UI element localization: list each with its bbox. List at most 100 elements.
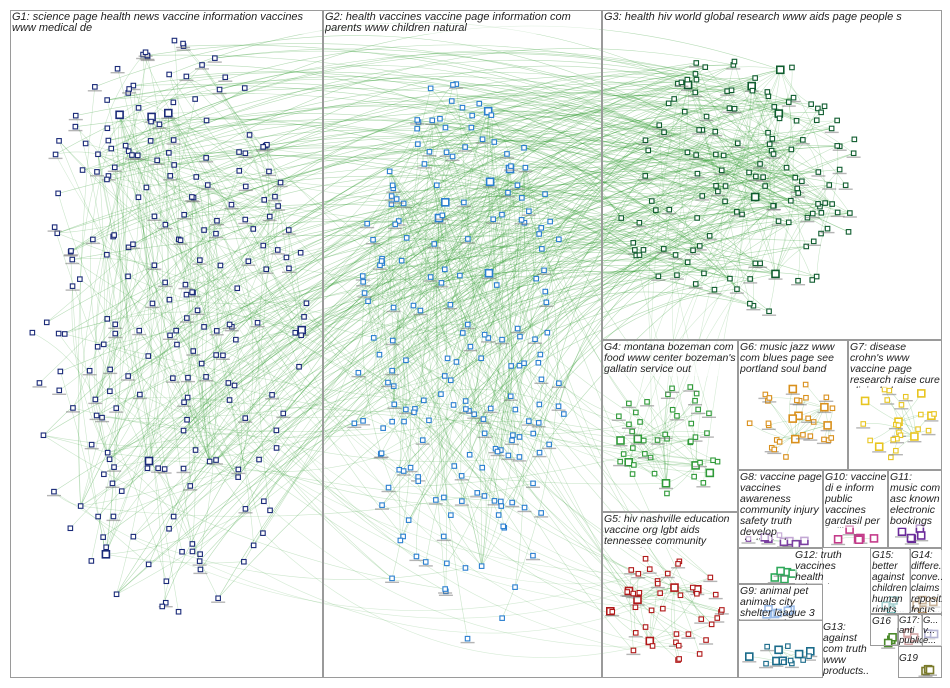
node (118, 488, 125, 494)
node (665, 100, 672, 107)
node (162, 221, 169, 228)
node (242, 216, 249, 223)
node (762, 391, 769, 398)
node-caption (65, 262, 80, 265)
node (226, 321, 233, 328)
node (672, 252, 679, 258)
node (499, 336, 505, 343)
node (159, 603, 166, 610)
node (163, 578, 170, 585)
node (484, 268, 494, 278)
edge (32, 332, 96, 400)
edge (671, 129, 703, 443)
edge (133, 329, 302, 537)
edge (405, 360, 455, 467)
edge (295, 269, 750, 333)
edge (168, 112, 246, 419)
edge (151, 116, 216, 555)
edge (483, 168, 511, 420)
edge (519, 173, 698, 337)
node (556, 236, 562, 243)
node (151, 213, 158, 220)
node (192, 447, 199, 453)
node (125, 148, 132, 154)
edge (780, 69, 792, 168)
node (544, 329, 551, 336)
node-caption (360, 226, 375, 229)
edge (665, 415, 678, 484)
edge (645, 140, 775, 206)
edge (658, 205, 775, 277)
edge (97, 154, 166, 603)
edge (459, 167, 526, 276)
edge (107, 264, 155, 319)
node-caption (387, 407, 402, 409)
edge (400, 283, 696, 541)
edge (204, 182, 281, 231)
edge (443, 497, 677, 635)
node-caption (832, 149, 847, 151)
node (231, 382, 238, 389)
edge (425, 168, 511, 562)
group-panel-g1 (10, 10, 323, 678)
edge (402, 396, 511, 537)
node (694, 170, 701, 177)
node-caption (458, 412, 473, 414)
node (166, 150, 172, 156)
node (417, 307, 424, 314)
node (752, 75, 758, 81)
node-caption (512, 460, 527, 462)
node (100, 341, 107, 348)
node (241, 558, 247, 565)
edge (715, 97, 794, 132)
edge (168, 112, 300, 367)
node (765, 420, 772, 427)
node-caption (801, 421, 816, 423)
node (269, 392, 275, 398)
node-caption (434, 286, 449, 288)
node (444, 355, 451, 362)
edge (263, 65, 779, 148)
edge (142, 54, 525, 508)
edge (668, 139, 803, 210)
node (813, 117, 820, 124)
edge (43, 435, 446, 590)
edge (125, 145, 230, 325)
edge (393, 188, 634, 594)
node (181, 211, 187, 218)
node (491, 139, 498, 145)
edge (451, 100, 513, 397)
edge (257, 226, 700, 323)
edge (131, 152, 715, 290)
node-caption (632, 226, 647, 228)
edge (168, 74, 270, 217)
edge (474, 414, 696, 466)
edge (392, 270, 545, 341)
node (389, 575, 395, 582)
node (803, 394, 809, 401)
edge (263, 128, 832, 502)
node (107, 366, 113, 373)
node-caption (256, 150, 271, 152)
node-caption (650, 586, 665, 589)
edge (71, 286, 108, 453)
node (509, 437, 515, 444)
node-caption (176, 46, 191, 49)
edge (125, 145, 284, 414)
node (415, 478, 422, 484)
node (541, 267, 547, 274)
edge (248, 206, 622, 262)
edge (481, 147, 525, 567)
edge (183, 45, 270, 217)
node (775, 65, 785, 75)
edge (189, 101, 789, 487)
node-caption (669, 278, 684, 280)
node (462, 398, 469, 404)
node (828, 435, 835, 441)
node-caption (881, 647, 896, 649)
edge (206, 105, 813, 214)
edge (276, 430, 668, 585)
edge (80, 247, 129, 507)
node (746, 420, 753, 427)
edge (628, 441, 692, 463)
